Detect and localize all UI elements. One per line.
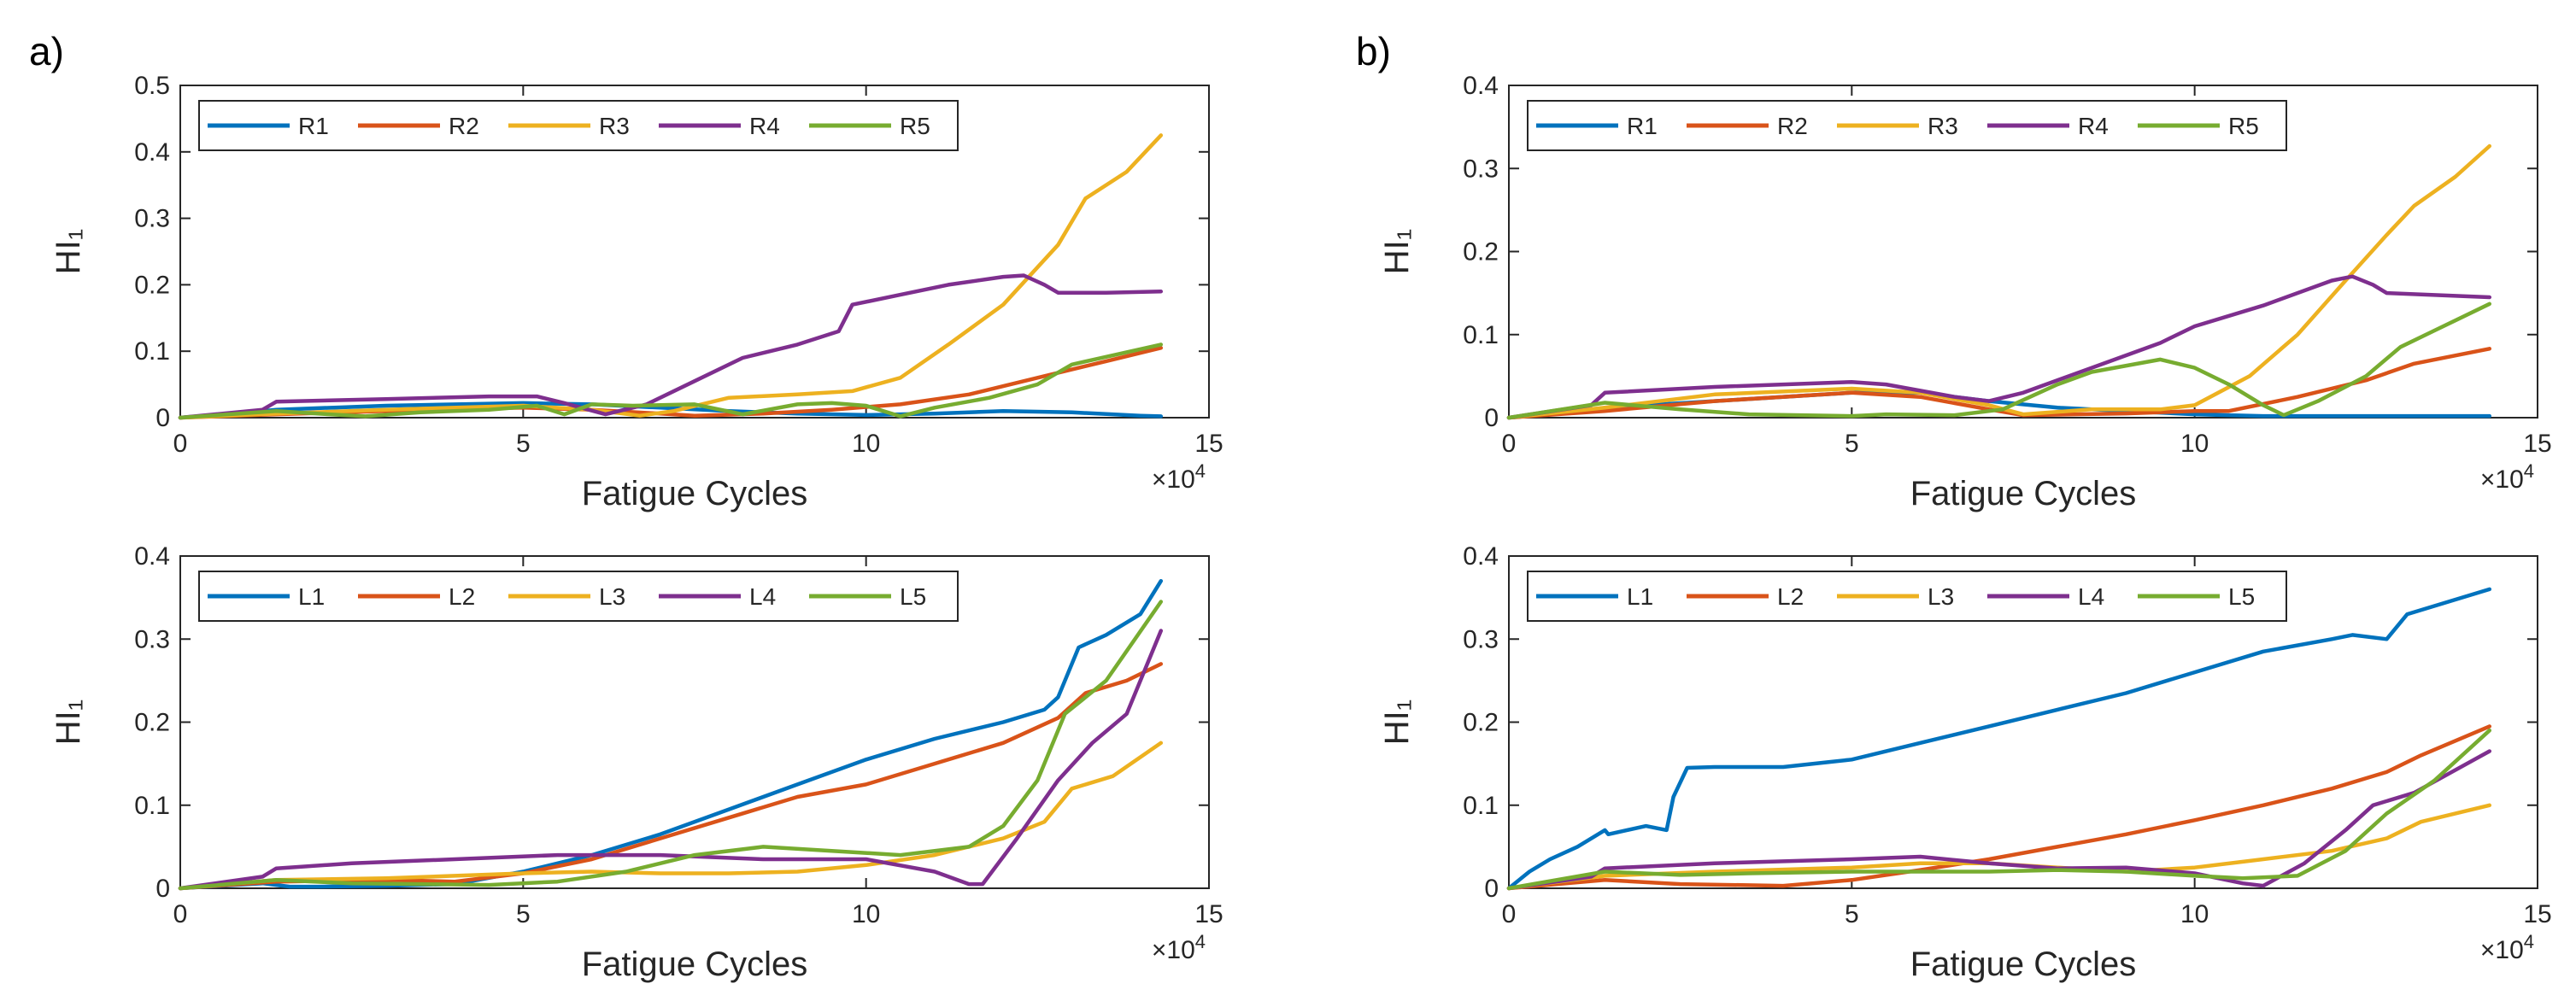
x-axis-label: Fatigue Cycles [1910,946,2137,983]
legend-label-L1: L1 [1627,583,1653,610]
x-tick-label: 15 [1194,900,1223,928]
series-line-L1 [178,578,1164,891]
panel-label-b: b) [1356,29,1391,73]
legend: R1 R2 R3 R4 R5 [1527,100,2287,151]
legend-label-R4: R4 [2078,113,2109,139]
legend-label-R2: R2 [449,113,479,139]
x-axis-label: Fatigue Cycles [1910,475,2137,512]
chart-3: 0 5 10 15 0 0.1 0.2 0.3 0.4 ×104 Fatigue Cycles HI₁… [1378,542,2552,983]
x-tick-label: 0 [1502,900,1517,928]
x-tick-label: 15 [1194,430,1223,458]
y-tick-label: 0.2 [1463,709,1499,737]
x-axis-label: Fatigue Cycles [582,475,808,512]
plots-container: 0 5 10 15 0 0.1 0.2 0.3 0.4 0.5 ×104 Fatigue Cycles… [50,72,2552,983]
legend-label-R1: R1 [298,113,329,139]
y-tick-label: 0 [155,404,170,432]
y-axis-label: HI₁ [1378,229,1416,275]
y-tick-label: 0.4 [134,542,170,571]
legend-label-L2: L2 [449,583,475,610]
y-axis-label: HI₁ [1378,700,1416,746]
legend-label-L1: L1 [298,583,325,610]
y-tick-label: 0.1 [134,792,170,820]
legend-label-L4: L4 [2078,583,2104,610]
series-line-R5 [1506,302,2492,420]
series-line-L5 [1506,728,2492,891]
panel-label-a: a) [29,29,64,73]
legend-label-L5: L5 [2228,583,2255,610]
series-line-R3 [178,133,1164,420]
series-line-L2 [1506,724,2492,891]
y-tick-label: 0.1 [1463,321,1499,349]
x-tick-label: 0 [173,430,188,458]
x-tick-label: 5 [1845,430,1859,458]
x-axis-label: Fatigue Cycles [582,946,808,983]
y-tick-label: 0.2 [1463,238,1499,266]
y-axis-label: HI₁ [50,229,87,275]
y-tick-label: 0.3 [1463,625,1499,653]
legend-label-R3: R3 [1928,113,1958,139]
legend-label-R2: R2 [1777,113,1808,139]
y-tick-label: 0 [155,875,170,903]
y-tick-label: 0.4 [1463,72,1499,100]
legend-label-R1: R1 [1627,113,1658,139]
series-line-L5 [178,600,1164,891]
x-tick-label: 10 [2180,900,2209,928]
y-tick-label: 0 [1484,875,1499,903]
x-tick-label: 15 [2523,430,2551,458]
series-line-L1 [1506,587,2492,891]
x-exponent-label: ×104 [2480,931,2534,964]
y-tick-label: 0.3 [134,205,170,233]
legend: L1 L2 L3 L4 L5 [1527,571,2287,622]
legend-label-R3: R3 [599,113,630,139]
x-tick-label: 5 [1845,900,1859,928]
y-tick-label: 0.3 [134,625,170,653]
series-line-R3 [1506,143,2492,420]
y-tick-label: 0.2 [134,709,170,737]
x-tick-label: 10 [852,430,880,458]
series-line-R4 [1506,274,2492,420]
series-line-R5 [178,342,1164,420]
series-line-L2 [178,662,1164,891]
x-tick-label: 10 [2180,430,2209,458]
y-tick-label: 0.3 [1463,155,1499,183]
legend: L1 L2 L3 L4 L5 [198,571,959,622]
series-line-L4 [178,629,1164,891]
x-exponent-label: ×104 [2480,460,2534,494]
x-tick-label: 15 [2523,900,2551,928]
legend-label-R5: R5 [900,113,930,139]
legend-label-L5: L5 [900,583,926,610]
x-tick-label: 0 [173,900,188,928]
x-tick-label: 10 [852,900,880,928]
y-tick-label: 0.4 [1463,542,1499,571]
chart-1: 0 5 10 15 0 0.1 0.2 0.3 0.4 ×104 Fatigue Cycles HI₁… [50,542,1223,983]
y-tick-label: 0.1 [1463,792,1499,820]
y-tick-label: 0.4 [134,138,170,167]
legend-label-R4: R4 [749,113,780,139]
y-tick-label: 0.5 [134,72,170,100]
legend-label-L4: L4 [749,583,776,610]
legend: R1 R2 R3 R4 R5 [198,100,959,151]
series-line-L4 [1506,749,2492,891]
y-tick-label: 0 [1484,404,1499,432]
x-tick-label: 5 [516,900,531,928]
x-exponent-label: ×104 [1152,931,1206,964]
chart-0: 0 5 10 15 0 0.1 0.2 0.3 0.4 0.5 ×104 Fatigue Cycles… [50,72,1223,512]
y-tick-label: 0.2 [134,271,170,299]
x-tick-label: 0 [1502,430,1517,458]
legend-label-R5: R5 [2228,113,2259,139]
legend-label-L3: L3 [1928,583,1954,610]
legend-label-L2: L2 [1777,583,1804,610]
chart-2: 0 5 10 15 0 0.1 0.2 0.3 0.4 ×104 Fatigue Cycles HI₁… [1378,72,2552,512]
legend-label-L3: L3 [599,583,625,610]
y-axis-label: HI₁ [50,700,87,746]
y-tick-label: 0.1 [134,337,170,366]
x-tick-label: 5 [516,430,531,458]
series-line-L3 [178,741,1164,891]
series-line-R4 [178,273,1164,420]
x-exponent-label: ×104 [1152,460,1206,494]
